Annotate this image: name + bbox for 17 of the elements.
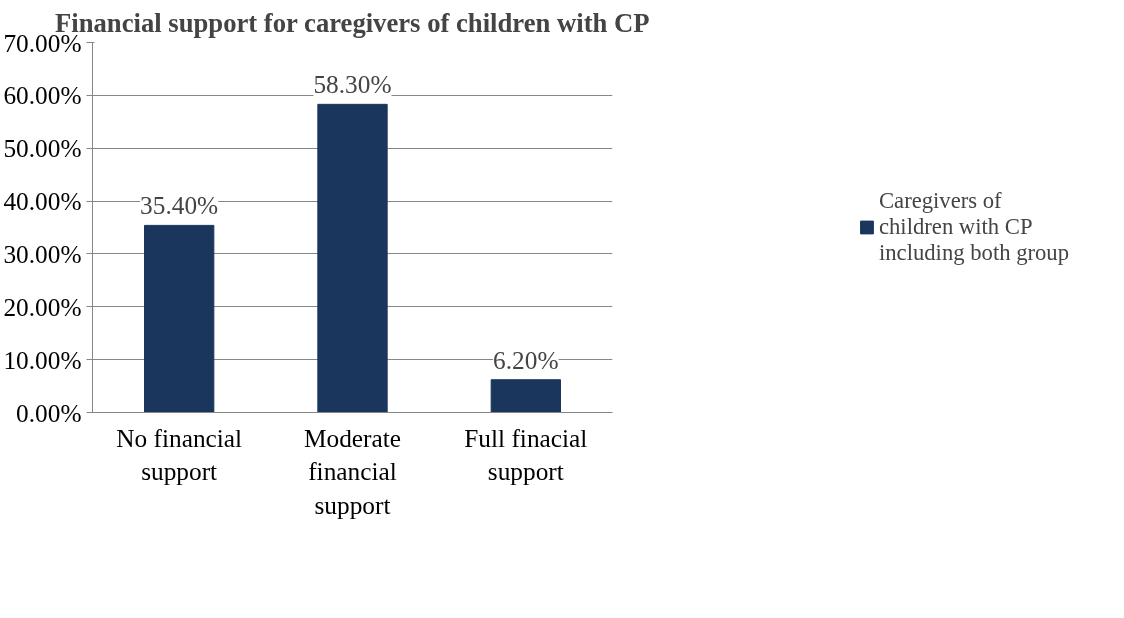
bar	[317, 103, 388, 413]
y-tick-label: 60.00%	[3, 81, 82, 110]
data-label: 58.30%	[313, 70, 392, 99]
y-tick-label: 0.00%	[16, 398, 82, 427]
y-tick-label: 20.00%	[3, 292, 82, 321]
x-tick-label: No financial support	[116, 423, 243, 486]
y-tick-label: 30.00%	[3, 239, 82, 268]
data-label: 35.40%	[140, 191, 219, 220]
data-label: 6.20%	[493, 345, 559, 374]
y-tick-label: 50.00%	[3, 134, 82, 163]
y-tick-label: 10.00%	[3, 345, 82, 374]
x-tick-label: Full finacial support	[464, 423, 588, 486]
bar	[144, 224, 215, 413]
y-tick-label: 40.00%	[3, 187, 82, 216]
x-tick-label: Moderate financial support	[303, 423, 402, 519]
bar	[490, 379, 561, 413]
legend-label: Caregivers of children with CP including both group	[878, 188, 1070, 266]
